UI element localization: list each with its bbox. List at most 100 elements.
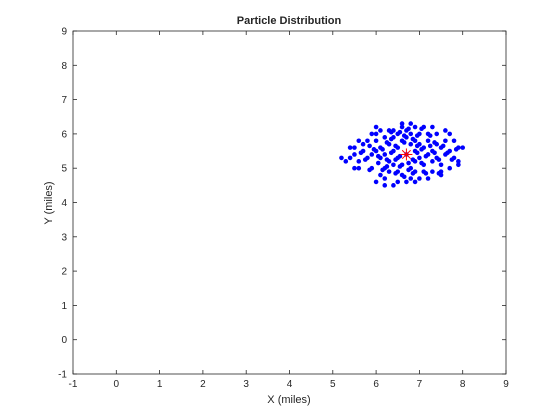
particle-point <box>360 141 366 147</box>
y-tick-label: 3 <box>61 232 67 243</box>
particle-point <box>352 145 357 150</box>
x-tick-label: 3 <box>243 379 249 390</box>
particle-point <box>427 133 433 138</box>
particle-point <box>410 157 416 162</box>
particle-point <box>343 159 349 164</box>
particle-point <box>373 131 379 137</box>
particle-point <box>399 121 405 126</box>
particle-point <box>412 124 418 130</box>
particle-point <box>419 147 424 152</box>
particle-point <box>447 165 453 171</box>
particle-point <box>419 126 424 132</box>
particle-point <box>443 128 448 133</box>
x-axis-label: X (miles) <box>267 394 310 406</box>
particle-point <box>382 135 388 140</box>
particle-point <box>352 152 357 157</box>
particle-point <box>369 152 375 157</box>
x-tick-label: 2 <box>200 379 206 390</box>
y-tick-label: -1 <box>58 370 67 381</box>
particle-point <box>378 172 383 178</box>
particle-point <box>375 160 381 166</box>
particle-point <box>432 140 437 145</box>
y-tick-label: 2 <box>61 267 67 278</box>
particle-point <box>397 153 403 159</box>
y-tick-label: 5 <box>61 164 67 175</box>
particle-point <box>425 138 431 144</box>
particle-point <box>382 152 388 157</box>
axes-box <box>72 30 507 375</box>
particle-point <box>417 155 422 161</box>
particle-point <box>356 138 362 144</box>
particle-point <box>423 153 429 159</box>
particle-point <box>414 133 420 138</box>
particle-point <box>380 147 385 152</box>
particle-point <box>414 150 420 156</box>
particle-point <box>406 167 411 173</box>
particle-point <box>423 171 429 176</box>
particle-point <box>438 162 444 168</box>
particle-point <box>440 143 446 149</box>
particle-point <box>430 124 435 130</box>
x-tick-label: 9 <box>503 379 509 390</box>
particle-point <box>456 162 461 168</box>
particle-point <box>408 141 414 147</box>
particle-point <box>367 167 372 173</box>
y-tick-label: 8 <box>61 61 67 72</box>
particle-point <box>380 167 385 173</box>
particle-point <box>356 159 362 164</box>
particle-point <box>373 124 379 130</box>
particle-point <box>419 160 424 166</box>
particle-point <box>382 183 388 188</box>
y-tick-label: 4 <box>61 198 67 209</box>
particle-point <box>393 157 398 162</box>
particle-point <box>391 162 396 168</box>
particle-point <box>367 143 372 149</box>
x-tick-label: -1 <box>69 379 78 390</box>
particle-point <box>362 157 368 162</box>
x-tick-label: 4 <box>287 379 293 390</box>
particle-point <box>378 128 383 133</box>
particle-point <box>395 179 401 185</box>
particle-point <box>432 150 437 156</box>
particle-point <box>401 133 407 138</box>
particle-point <box>391 183 396 188</box>
particle-point <box>373 179 379 185</box>
particle-point <box>451 138 457 144</box>
particle-point <box>397 164 403 169</box>
particle-point <box>384 164 390 169</box>
particle-point <box>460 145 466 150</box>
x-tick-label: 8 <box>460 379 466 390</box>
y-tick-label: 9 <box>61 27 67 38</box>
particle-point <box>356 165 362 171</box>
particle-point <box>453 147 459 152</box>
particle-point <box>445 150 450 156</box>
particle-point <box>382 176 388 181</box>
particle-point <box>347 155 353 161</box>
particle-point <box>434 131 440 137</box>
particle-point <box>358 150 364 156</box>
particle-point <box>456 159 461 164</box>
y-tick-label: 6 <box>61 129 67 140</box>
x-tick-label: 7 <box>417 379 423 390</box>
particle-point <box>447 131 453 137</box>
particle-point <box>408 131 414 137</box>
particle-point <box>412 179 418 185</box>
particle-point <box>408 176 414 181</box>
particle-point <box>414 143 420 149</box>
particle-point <box>399 124 405 130</box>
particle-point <box>410 136 416 142</box>
particle-point <box>388 150 394 156</box>
estimate-marker <box>400 148 413 161</box>
x-tick-label: 6 <box>373 379 379 390</box>
particle-point <box>375 153 381 159</box>
particle-point <box>436 157 442 162</box>
x-tick-label: 0 <box>114 379 120 390</box>
particle-point <box>430 159 435 164</box>
x-tick-label: 5 <box>330 379 336 390</box>
chart-title: Particle Distribution <box>237 15 342 27</box>
particle-point <box>371 147 377 152</box>
particle-point <box>388 136 394 142</box>
particle-point <box>393 171 398 176</box>
